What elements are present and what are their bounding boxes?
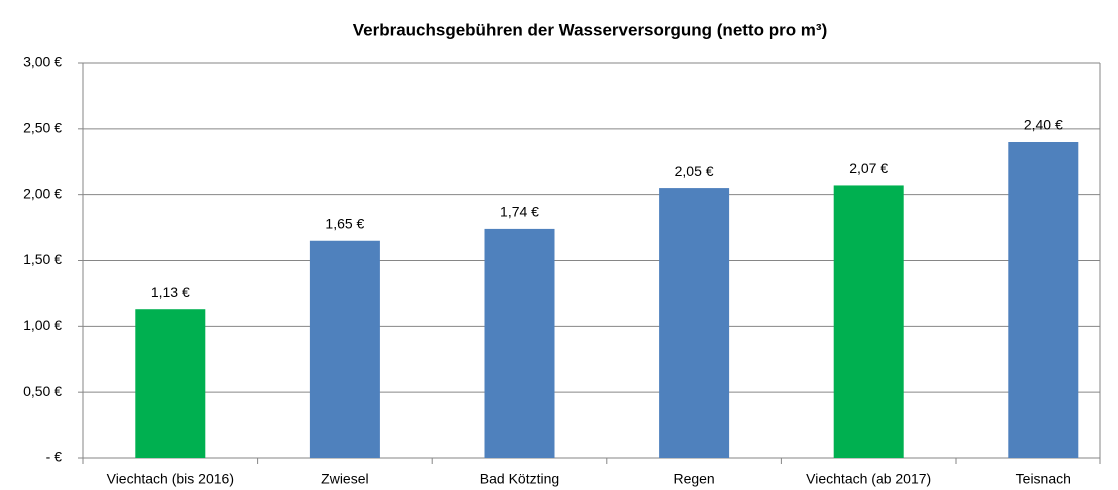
x-tick-label: Zwiesel: [321, 471, 368, 487]
y-tick-label: 2,50 €: [23, 120, 62, 136]
x-tick-label: Bad Kötzting: [480, 471, 559, 487]
y-tick-label: - €: [46, 449, 63, 465]
data-label: 1,74 €: [500, 204, 539, 220]
x-tick-label: Viechtach (bis 2016): [107, 471, 234, 487]
data-label: 1,13 €: [151, 284, 190, 300]
y-tick-label: 3,00 €: [23, 54, 62, 70]
bar: [833, 185, 904, 458]
bar: [1008, 142, 1079, 458]
x-tick-label: Viechtach (ab 2017): [806, 471, 931, 487]
bar: [659, 188, 730, 459]
y-tick-label: 1,50 €: [23, 251, 62, 267]
bar: [135, 309, 206, 458]
data-label: 2,07 €: [849, 160, 888, 176]
chart-title: Verbrauchsgebühren der Wasserversorgung …: [353, 20, 828, 39]
x-tick-label: Regen: [673, 471, 714, 487]
y-tick-label: 2,00 €: [23, 185, 62, 201]
y-tick-label: 1,00 €: [23, 317, 62, 333]
data-label: 2,40 €: [1024, 117, 1063, 133]
data-label: 1,65 €: [325, 215, 364, 231]
bar: [484, 228, 555, 458]
data-label: 2,05 €: [675, 163, 714, 179]
x-tick-label: Teisnach: [1016, 471, 1071, 487]
y-tick-label: 0,50 €: [23, 383, 62, 399]
bar: [309, 240, 380, 458]
